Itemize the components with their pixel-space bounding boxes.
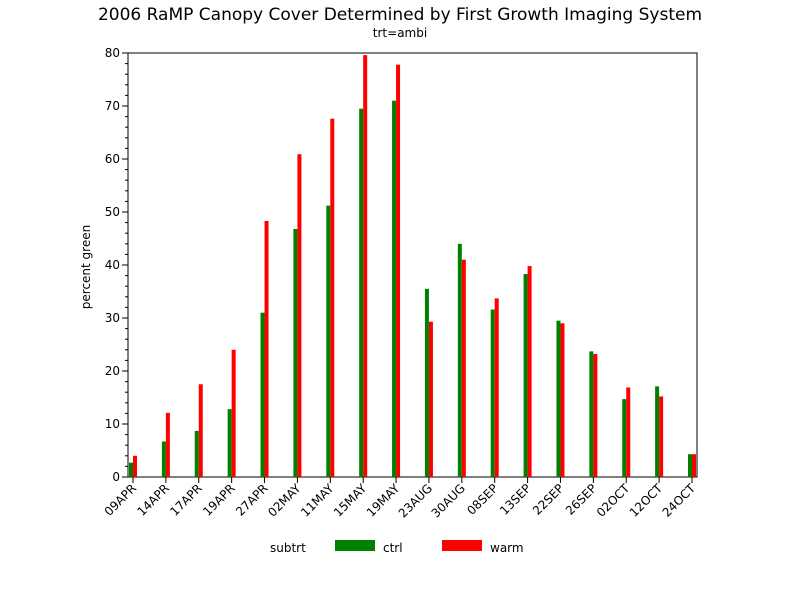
bar-warm bbox=[231, 349, 236, 477]
y-tick-label: 20 bbox=[105, 364, 120, 378]
x-tick-label: 13SEP bbox=[497, 481, 534, 518]
y-tick-label: 40 bbox=[105, 258, 120, 272]
bar-warm bbox=[330, 118, 335, 477]
bar-ctrl bbox=[457, 243, 462, 477]
chart-subtitle: trt=ambi bbox=[373, 26, 427, 40]
plot-frame bbox=[127, 52, 698, 478]
bar-warm bbox=[626, 387, 631, 477]
x-tick-label: 17APR bbox=[167, 481, 205, 519]
bar-warm bbox=[363, 55, 368, 478]
x-tick-label: 02OCT bbox=[594, 481, 633, 520]
bar-ctrl bbox=[523, 274, 528, 477]
legend-label-warm: warm bbox=[490, 541, 524, 555]
bar-ctrl bbox=[424, 288, 429, 477]
x-tick-label: 22SEP bbox=[530, 481, 567, 518]
x-tick-label: 15MAY bbox=[331, 481, 370, 520]
bar-ctrl bbox=[490, 309, 495, 477]
y-tick-label: 30 bbox=[105, 311, 120, 325]
bar-warm bbox=[692, 454, 696, 477]
x-tick-label: 08SEP bbox=[464, 481, 501, 518]
x-tick-label: 19APR bbox=[200, 481, 238, 519]
bar-warm bbox=[461, 259, 466, 477]
bar-ctrl bbox=[129, 462, 133, 477]
y-tick-label: 80 bbox=[105, 46, 120, 60]
bar-ctrl bbox=[293, 228, 298, 477]
y-tick-label: 60 bbox=[105, 152, 120, 166]
y-tick-label: 0 bbox=[112, 470, 120, 484]
bar-warm bbox=[593, 354, 598, 477]
x-tick-label: 27APR bbox=[233, 481, 271, 519]
bar-warm bbox=[396, 64, 401, 477]
bar-ctrl bbox=[655, 386, 660, 477]
plot-area: 0 10 20 30 40 50 60 70 80 09APR14APR17APR19APR27A… bbox=[102, 46, 699, 521]
y-tick-label: 10 bbox=[105, 417, 120, 431]
bar-warm bbox=[198, 384, 203, 477]
bar-ctrl bbox=[688, 454, 692, 477]
bar-ctrl bbox=[556, 320, 561, 477]
y-tick-label: 50 bbox=[105, 205, 120, 219]
x-tick-label: 30AUG bbox=[429, 481, 468, 520]
bar-warm bbox=[297, 154, 302, 478]
bar-ctrl bbox=[622, 399, 627, 477]
bar-warm bbox=[560, 323, 565, 477]
bar-warm bbox=[428, 321, 433, 477]
bar-ctrl bbox=[589, 351, 594, 477]
x-tick-label: 24OCT bbox=[660, 481, 699, 520]
legend-label-ctrl: ctrl bbox=[383, 541, 403, 555]
bar-warm bbox=[659, 396, 664, 477]
x-tick-label: 23AUG bbox=[396, 481, 435, 520]
legend-swatch-warm bbox=[442, 540, 482, 551]
x-tick-label: 19MAY bbox=[364, 481, 403, 520]
x-tick-label: 26SEP bbox=[563, 481, 600, 518]
x-tick-label: 09APR bbox=[102, 481, 140, 519]
bar-ctrl bbox=[392, 100, 397, 477]
bar-ctrl bbox=[194, 430, 199, 477]
bar-warm bbox=[133, 455, 137, 477]
bar-warm bbox=[165, 412, 170, 477]
bar-ctrl bbox=[161, 441, 166, 477]
y-tick-label: 70 bbox=[105, 99, 120, 113]
bar-ctrl bbox=[227, 409, 232, 477]
bar-warm bbox=[527, 266, 532, 477]
x-tick-label: 11MAY bbox=[298, 481, 337, 520]
x-tick-label: 12OCT bbox=[627, 481, 666, 520]
y-axis-label: percent green bbox=[79, 225, 93, 309]
bar-ctrl bbox=[359, 108, 364, 478]
bar-ctrl bbox=[260, 312, 265, 477]
bar-warm bbox=[264, 221, 269, 477]
legend-title: subtrt bbox=[270, 541, 306, 555]
x-tick-label: 14APR bbox=[134, 481, 172, 519]
chart-title: 2006 RaMP Canopy Cover Determined by Fir… bbox=[98, 5, 702, 25]
legend: subtrt ctrl warm bbox=[270, 540, 524, 555]
legend-swatch-ctrl bbox=[335, 540, 375, 551]
x-tick-label: 02MAY bbox=[265, 481, 304, 520]
bar-warm bbox=[494, 298, 499, 477]
bar-ctrl bbox=[326, 205, 331, 477]
